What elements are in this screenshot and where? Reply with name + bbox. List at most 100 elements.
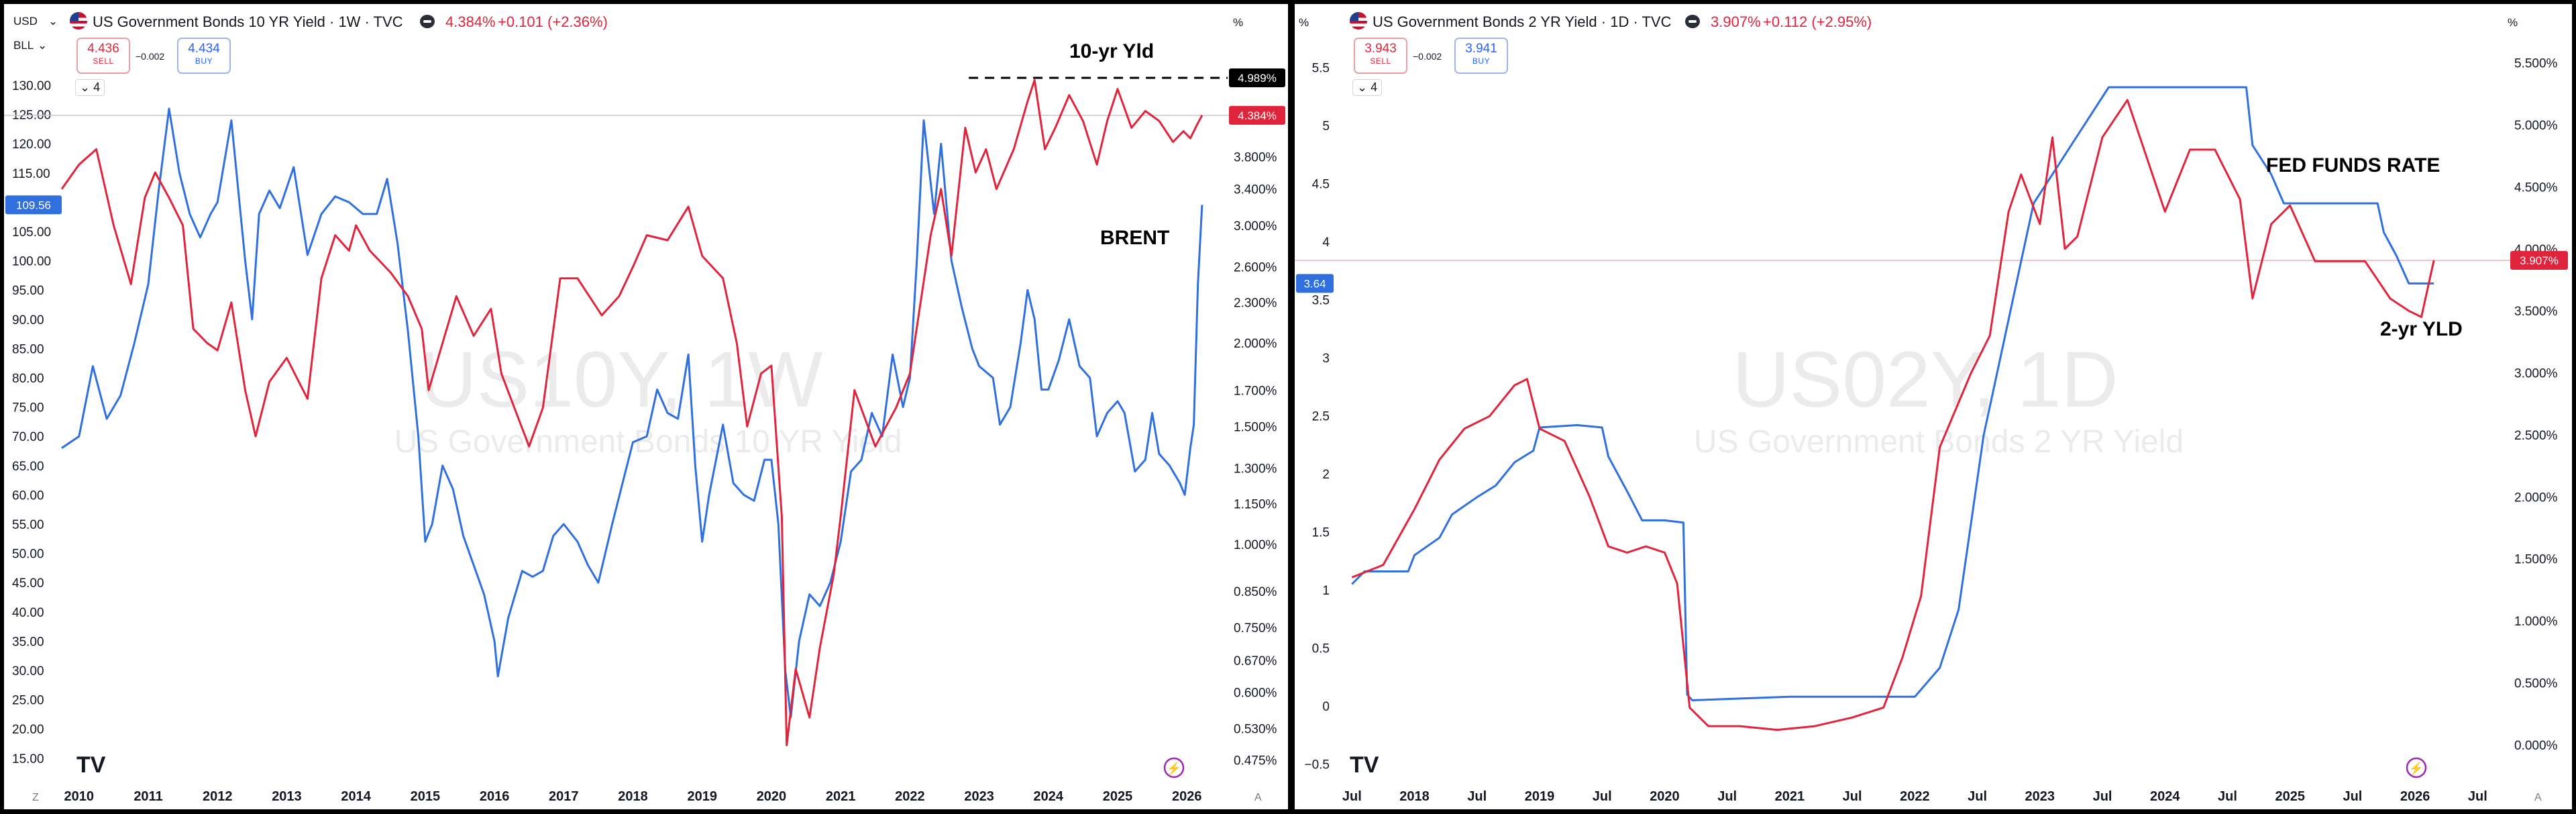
left-axis-tick: 4 — [1322, 236, 1330, 250]
lightning-glyph: ⚡ — [1167, 761, 1181, 776]
left-axis-tick: 35.00 — [12, 635, 44, 649]
price-change: +0.101 (+2.36%) — [498, 13, 608, 30]
price-change: +0.112 (+2.95%) — [1763, 13, 1872, 30]
unit-selector[interactable]: BLL — [13, 39, 34, 52]
left-axis-tick: 2 — [1322, 468, 1330, 482]
left-axis-tick: 120.00 — [12, 138, 51, 152]
right-axis-tick: 5.500% — [2514, 57, 2558, 71]
left-axis-tick: 55.00 — [12, 518, 44, 532]
indicators-toggle[interactable]: ⌄ 4 — [75, 79, 105, 96]
time-axis-tick: 2012 — [203, 789, 233, 804]
time-axis-tick: 2016 — [480, 789, 510, 804]
time-axis-tick: Jul — [2468, 789, 2487, 804]
right-axis-tick: 3.400% — [1234, 183, 1277, 197]
chevron-down-icon[interactable]: ⌄ — [38, 39, 48, 52]
indicators-toggle[interactable]: ⌄ 4 — [1352, 79, 1383, 96]
left-scale-unit[interactable]: % — [1299, 16, 1309, 29]
right-axis-tick: 2.600% — [1234, 261, 1277, 275]
time-axis-tick: 2021 — [826, 789, 856, 804]
right-axis-tick: 0.750% — [1234, 621, 1277, 635]
left-axis-tick: 1.5 — [1312, 526, 1330, 540]
scale-unit[interactable]: % — [2508, 16, 2518, 29]
right-axis-tick: 2.000% — [2514, 491, 2558, 505]
lightning-icon — [1163, 757, 1185, 778]
dashed-level-label: 4.989% — [1238, 72, 1277, 85]
chevron-down-icon[interactable]: ⌄ — [48, 15, 58, 28]
right-axis-tick: 0.670% — [1234, 654, 1277, 668]
annotation-2yr-yld: 2-yr YLD — [2380, 318, 2463, 340]
left-axis-tick: 115.00 — [12, 167, 50, 181]
symbol-title[interactable]: US Government Bonds 2 YR Yield · 1D · TV… — [1373, 13, 1672, 30]
left-axis-tick: 105.00 — [12, 225, 51, 240]
time-axis-tick: 2021 — [1775, 789, 1805, 804]
time-axis-tick: 2017 — [549, 789, 579, 804]
currency-selector[interactable]: USD — [13, 15, 38, 28]
lightning-icon — [2406, 757, 2427, 778]
time-axis-tick: 2014 — [341, 789, 371, 804]
tradingview-logo: TV — [1350, 752, 1379, 778]
time-axis-tick: 2019 — [687, 789, 717, 804]
time-axis-tick: 2019 — [1525, 789, 1555, 804]
annotation-fed-funds-rate: FED FUNDS RATE — [2266, 154, 2440, 176]
right-axis-tick: 1.500% — [1234, 420, 1277, 434]
right-axis-tick: 0.600% — [1234, 686, 1277, 701]
sell-button[interactable]: 4.436 SELL — [76, 38, 130, 74]
symbol-title[interactable]: US Government Bonds 10 YR Yield · 1W · T… — [93, 13, 403, 30]
left-axis-tick: 0.5 — [1312, 642, 1330, 656]
dashed-level-label-bg — [1229, 68, 1285, 87]
left-axis-tick: 5.5 — [1312, 62, 1330, 76]
left-axis-tick: 2.5 — [1312, 410, 1330, 424]
right-axis-tick: 3.000% — [2514, 367, 2558, 381]
left-axis-tick: 3.5 — [1312, 294, 1330, 308]
time-axis-tick: 2020 — [1650, 789, 1680, 804]
left-axis-tick: 60.00 — [12, 489, 44, 503]
us-flag-icon — [70, 12, 87, 30]
series-line-brent — [61, 107, 1203, 719]
right-axis-tick: 0.850% — [1234, 585, 1277, 599]
chart-canvas-us10y[interactable]: US10Y, 1W US Government Bonds 10 YR Yield… — [4, 4, 1288, 809]
us-flag-icon — [1350, 12, 1367, 30]
brent-price-label-bg — [5, 195, 62, 215]
right-axis-tick: 0.000% — [2514, 739, 2558, 753]
right-axis-tick: 4.500% — [2514, 181, 2558, 195]
chart-panel-us02y[interactable]: US02Y, 1D US Government Bonds 2 YR Yield −… — [1295, 4, 2572, 809]
right-axis-tick: 1.300% — [1234, 462, 1277, 476]
yield-price-label-bg — [2510, 251, 2568, 270]
annotation-10yr-yld: 10-yr Yld — [1069, 40, 1154, 62]
left-axis-tick: 80.00 — [12, 372, 44, 386]
scale-unit[interactable]: % — [1233, 16, 1244, 29]
sell-price: 3.943 — [1364, 42, 1397, 56]
time-axis-tick: 2022 — [1900, 789, 1930, 804]
time-axis-tick: 2022 — [895, 789, 925, 804]
eye-icon[interactable] — [1685, 15, 1700, 28]
right-axis-tick: 3.000% — [1234, 219, 1277, 234]
chart-panel-us10y[interactable]: US10Y, 1W US Government Bonds 10 YR Yield… — [4, 4, 1288, 809]
left-axis-tick: 30.00 — [12, 664, 44, 678]
left-axis-tick: 40.00 — [12, 606, 44, 620]
right-axis-tick: 0.475% — [1234, 754, 1277, 768]
right-axis-tick: 2.000% — [1234, 337, 1277, 351]
buy-button[interactable]: 4.434 BUY — [177, 38, 231, 74]
right-axis-tick: 1.700% — [1234, 384, 1277, 398]
right-axis-tick: 1.000% — [2514, 615, 2558, 629]
sell-price: 4.436 — [87, 42, 119, 56]
right-axis-tick: 1.500% — [2514, 553, 2558, 567]
tradingview-logo: TV — [76, 752, 106, 778]
yield-price-label-bg — [1229, 105, 1285, 125]
left-axis-tick: 45.00 — [12, 576, 44, 591]
left-axis-tick: 90.00 — [12, 313, 44, 327]
eye-icon[interactable] — [420, 15, 435, 28]
left-axis-tick: −0.5 — [1304, 758, 1330, 772]
right-axis-tick: 5.000% — [2514, 119, 2558, 133]
buy-price: 4.434 — [188, 42, 220, 56]
left-axis-tick: 65.00 — [12, 460, 44, 474]
lightning-glyph: ⚡ — [2409, 761, 2424, 776]
right-axis-tick: 2.300% — [1234, 297, 1277, 311]
left-axis-tick: 15.00 — [12, 752, 44, 766]
time-axis-tick: 2024 — [1034, 789, 1064, 804]
buy-button[interactable]: 3.941 BUY — [1454, 38, 1508, 74]
sell-button[interactable]: 3.943 SELL — [1354, 38, 1407, 74]
right-axis-tick: 3.800% — [1234, 151, 1277, 165]
indicators-count: 4 — [1371, 81, 1378, 94]
